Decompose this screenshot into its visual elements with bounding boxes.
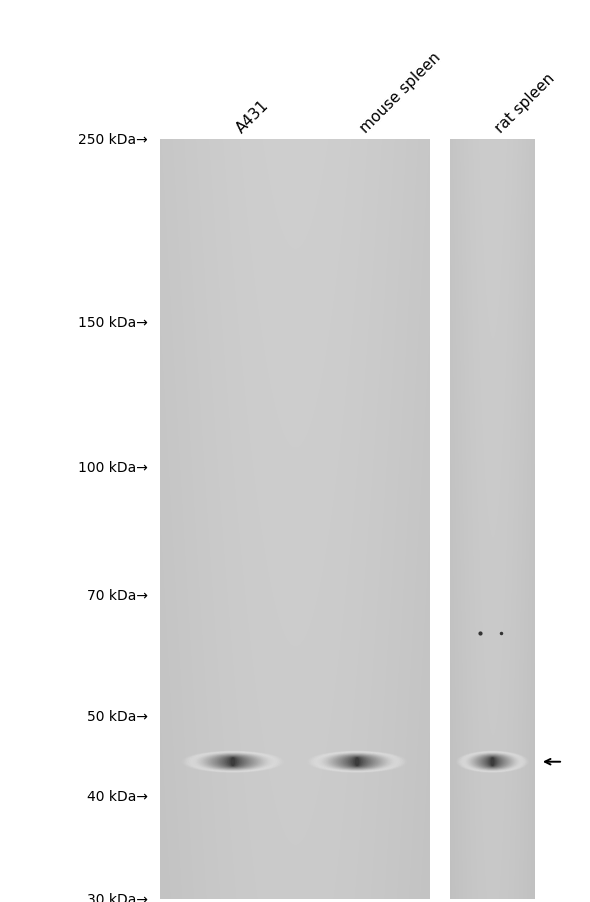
Text: mouse spleen: mouse spleen	[357, 50, 443, 136]
Ellipse shape	[226, 758, 240, 766]
Ellipse shape	[486, 758, 499, 767]
Ellipse shape	[471, 754, 514, 769]
Ellipse shape	[336, 756, 378, 769]
Ellipse shape	[352, 758, 362, 766]
Ellipse shape	[474, 755, 511, 769]
Ellipse shape	[210, 755, 255, 769]
Ellipse shape	[458, 751, 527, 772]
Ellipse shape	[326, 754, 388, 769]
Ellipse shape	[203, 754, 263, 769]
Ellipse shape	[330, 754, 385, 769]
Ellipse shape	[343, 757, 371, 768]
Ellipse shape	[480, 756, 505, 768]
Ellipse shape	[328, 754, 386, 769]
Ellipse shape	[189, 752, 277, 771]
Ellipse shape	[187, 752, 278, 772]
Ellipse shape	[318, 752, 396, 771]
Ellipse shape	[199, 754, 266, 770]
Ellipse shape	[460, 752, 525, 772]
Ellipse shape	[230, 758, 237, 766]
Ellipse shape	[353, 758, 360, 766]
Ellipse shape	[483, 757, 503, 768]
Text: A431: A431	[233, 97, 271, 136]
Ellipse shape	[198, 753, 268, 770]
Ellipse shape	[335, 755, 379, 769]
Ellipse shape	[196, 753, 270, 770]
Ellipse shape	[347, 757, 368, 767]
Ellipse shape	[319, 753, 395, 771]
Ellipse shape	[221, 757, 245, 767]
Ellipse shape	[231, 759, 235, 766]
Ellipse shape	[349, 758, 366, 767]
Ellipse shape	[473, 754, 513, 769]
Ellipse shape	[490, 758, 495, 766]
Ellipse shape	[313, 752, 402, 772]
Ellipse shape	[463, 752, 522, 771]
Ellipse shape	[464, 752, 521, 771]
Ellipse shape	[321, 753, 393, 770]
Ellipse shape	[219, 757, 247, 768]
Text: 150 kDa→: 150 kDa→	[78, 316, 148, 330]
Ellipse shape	[350, 758, 364, 766]
Ellipse shape	[491, 759, 494, 766]
Ellipse shape	[469, 754, 516, 770]
Ellipse shape	[342, 756, 372, 768]
Ellipse shape	[461, 752, 524, 771]
Ellipse shape	[228, 758, 238, 766]
Ellipse shape	[466, 753, 519, 770]
Ellipse shape	[481, 756, 504, 768]
Ellipse shape	[465, 753, 520, 771]
Text: rat spleen: rat spleen	[493, 70, 558, 136]
Ellipse shape	[338, 756, 376, 768]
Ellipse shape	[194, 753, 271, 771]
Ellipse shape	[214, 756, 252, 768]
Text: 250 kDa→: 250 kDa→	[78, 133, 148, 147]
Ellipse shape	[333, 755, 381, 769]
Ellipse shape	[316, 752, 398, 771]
Ellipse shape	[309, 751, 405, 772]
Text: 30 kDa→: 30 kDa→	[87, 892, 148, 902]
Ellipse shape	[467, 753, 517, 770]
Ellipse shape	[311, 751, 404, 772]
Ellipse shape	[485, 757, 500, 767]
Text: 70 kDa→: 70 kDa→	[87, 589, 148, 603]
Ellipse shape	[477, 756, 507, 769]
Ellipse shape	[215, 756, 250, 768]
Ellipse shape	[183, 751, 282, 772]
Ellipse shape	[222, 757, 244, 767]
Ellipse shape	[185, 751, 280, 772]
Ellipse shape	[332, 755, 383, 769]
Ellipse shape	[224, 758, 242, 767]
Ellipse shape	[201, 754, 264, 769]
Text: 100 kDa→: 100 kDa→	[78, 461, 148, 475]
Ellipse shape	[206, 755, 259, 769]
Text: 40 kDa→: 40 kDa→	[87, 789, 148, 803]
Text: www.ptglaes.com: www.ptglaes.com	[266, 440, 284, 599]
Ellipse shape	[476, 755, 509, 769]
Ellipse shape	[208, 755, 257, 769]
Ellipse shape	[355, 759, 359, 766]
Ellipse shape	[484, 757, 502, 767]
Ellipse shape	[340, 756, 374, 768]
Ellipse shape	[324, 754, 389, 770]
Ellipse shape	[205, 754, 261, 769]
Ellipse shape	[217, 756, 249, 768]
Ellipse shape	[212, 756, 254, 769]
Ellipse shape	[470, 754, 515, 769]
Ellipse shape	[191, 752, 275, 771]
Ellipse shape	[475, 755, 510, 769]
Ellipse shape	[487, 758, 497, 766]
Ellipse shape	[489, 758, 496, 766]
Ellipse shape	[314, 752, 400, 771]
Ellipse shape	[345, 757, 369, 767]
Text: 50 kDa→: 50 kDa→	[87, 709, 148, 723]
Ellipse shape	[192, 752, 273, 771]
Ellipse shape	[479, 756, 506, 768]
Ellipse shape	[323, 753, 391, 770]
Ellipse shape	[459, 751, 526, 772]
